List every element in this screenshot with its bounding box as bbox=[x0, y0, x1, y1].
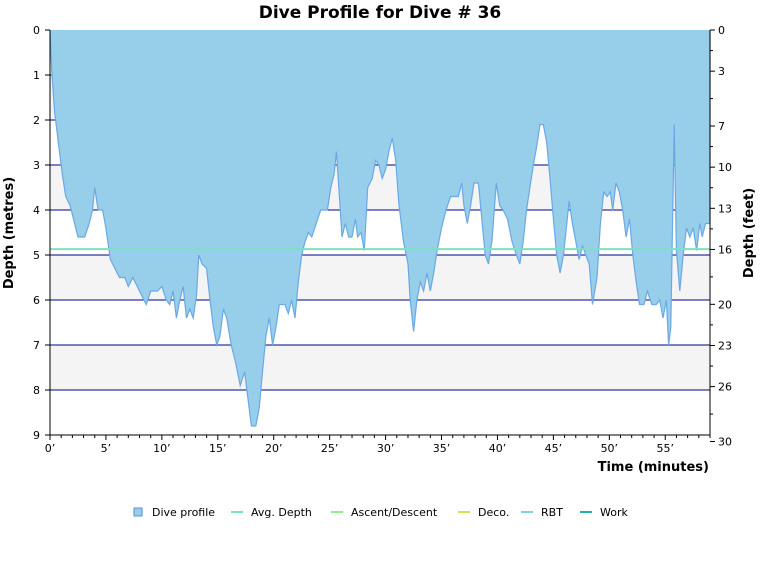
plot-band bbox=[50, 345, 710, 390]
x-tick-label: 50’ bbox=[601, 442, 619, 455]
y-left-tick-label: 6 bbox=[33, 294, 40, 307]
y-left-tick-label: 0 bbox=[33, 24, 40, 37]
y-axis-label-right: Depth (feet) bbox=[742, 188, 757, 278]
x-tick-label: 0’ bbox=[45, 442, 56, 455]
tick-labels: 0’ 5’ 10’ 15’ 20’ 25’ 30’ 35’ 40’ 45’ 50’ 55’012345… bbox=[33, 24, 732, 455]
dive-profile-line bbox=[49, 29, 711, 427]
y-right-tick-label: 7 bbox=[718, 120, 725, 133]
y-left-tick-label: 9 bbox=[33, 429, 40, 442]
x-tick-label: 15’ bbox=[209, 442, 227, 455]
y-left-tick-label: 2 bbox=[33, 114, 40, 127]
x-tick-label: 45’ bbox=[545, 442, 563, 455]
x-tick-label: 20’ bbox=[265, 442, 283, 455]
x-tick-label: 30’ bbox=[377, 442, 395, 455]
x-tick-label: 5’ bbox=[101, 442, 112, 455]
x-tick-label: 40’ bbox=[489, 442, 507, 455]
y-right-tick-label: 26 bbox=[718, 381, 732, 394]
dive-profile-area bbox=[50, 30, 710, 426]
legend-label: RBT bbox=[541, 506, 563, 519]
legend-label: Ascent/Descent bbox=[351, 506, 438, 519]
y-left-tick-label: 1 bbox=[33, 69, 40, 82]
chart-title: Dive Profile for Dive # 36 bbox=[259, 3, 502, 23]
y-axis-label-left: Depth (metres) bbox=[2, 177, 17, 289]
legend-label: Deco. bbox=[478, 506, 509, 519]
y-right-tick-label: 10 bbox=[718, 161, 732, 174]
x-tick-label: 10’ bbox=[153, 442, 171, 455]
y-left-tick-label: 7 bbox=[33, 339, 40, 352]
y-right-tick-label: 23 bbox=[718, 339, 732, 352]
x-tick-label: 55’ bbox=[657, 442, 675, 455]
series-layer bbox=[49, 29, 711, 427]
y-right-tick-label: 30 bbox=[718, 435, 732, 448]
axes bbox=[45, 29, 715, 442]
y-left-tick-label: 3 bbox=[33, 159, 40, 172]
x-tick-label: 35’ bbox=[433, 442, 451, 455]
y-right-tick-label: 3 bbox=[718, 65, 725, 78]
legend-label: Avg. Depth bbox=[251, 506, 312, 519]
x-tick-label: 25’ bbox=[321, 442, 339, 455]
y-left-tick-label: 5 bbox=[33, 249, 40, 262]
y-left-tick-label: 4 bbox=[33, 204, 40, 217]
y-right-tick-label: 20 bbox=[718, 298, 732, 311]
x-axis-label: Time (minutes) bbox=[598, 460, 709, 475]
legend-swatch-dive-profile bbox=[133, 507, 143, 517]
y-left-tick-label: 8 bbox=[33, 384, 40, 397]
legend-label: Dive profile bbox=[152, 506, 215, 519]
y-right-tick-label: 0 bbox=[718, 24, 725, 37]
y-right-tick-label: 13 bbox=[718, 202, 732, 215]
legend-label: Work bbox=[600, 506, 628, 519]
y-right-tick-label: 16 bbox=[718, 243, 732, 256]
legend: Dive profile Avg. Depth Ascent/Descent Deco… bbox=[133, 506, 628, 519]
